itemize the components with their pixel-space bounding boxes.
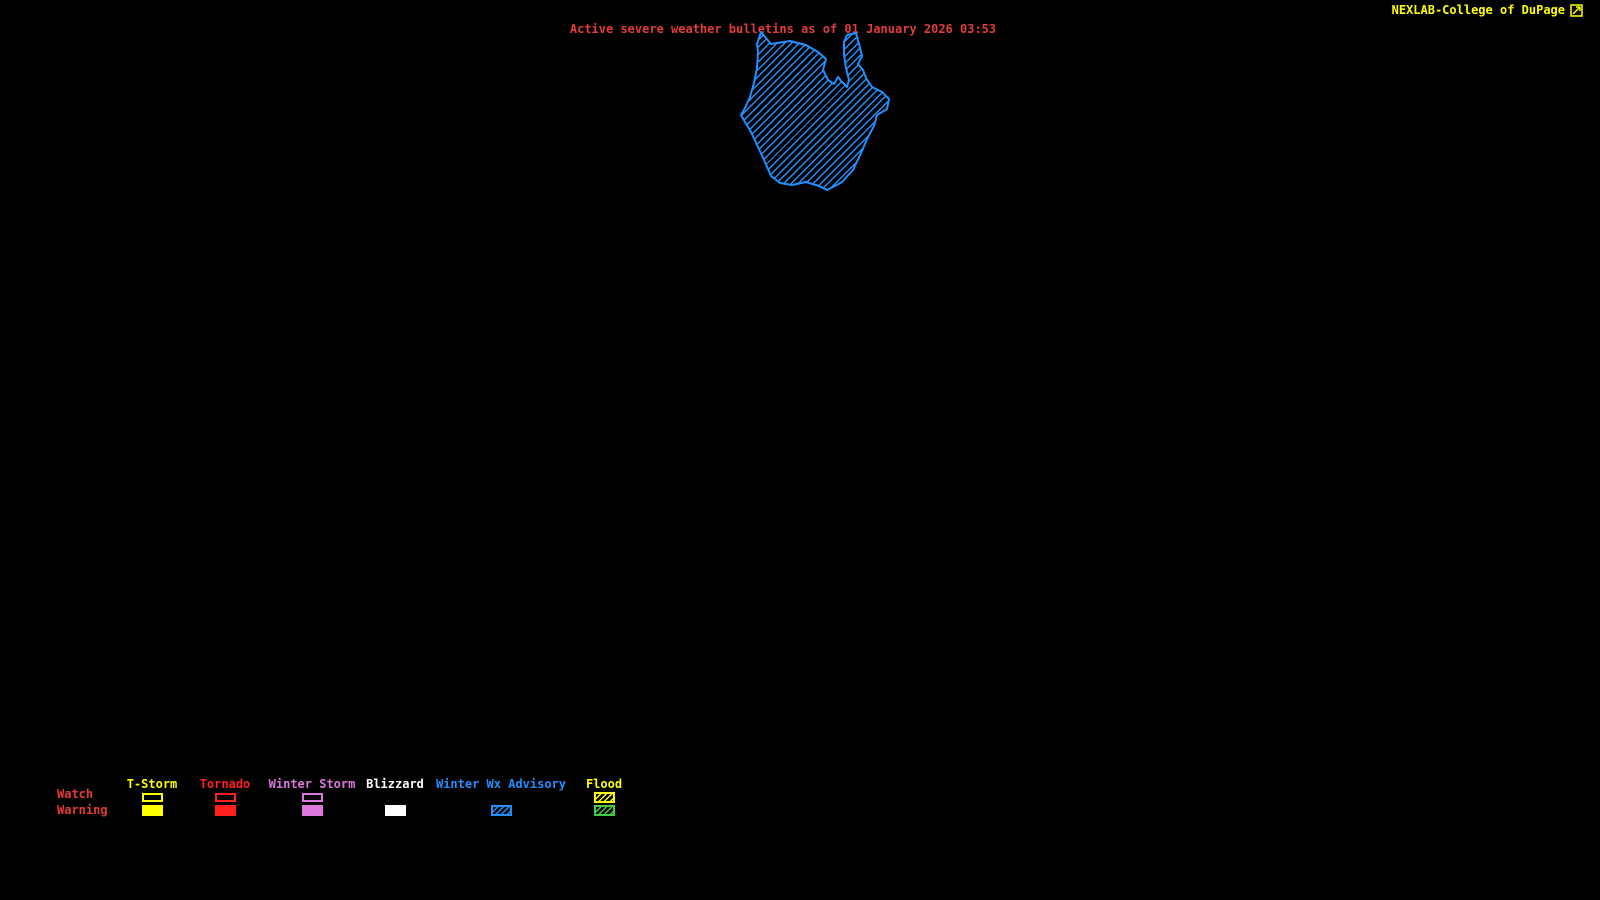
legend-column-label-blizzard: Blizzard bbox=[366, 777, 424, 791]
legend-warning-slot-winter-wx-advisory bbox=[411, 804, 591, 817]
legend-swatch-filled bbox=[141, 805, 163, 816]
legend-row-label-warning: Warning bbox=[57, 803, 108, 817]
advisory-region-outline bbox=[740, 31, 890, 191]
legend-column-t-storm: T-Storm bbox=[62, 778, 242, 817]
legend-row-label-watch: Watch bbox=[57, 787, 94, 801]
legend-swatch-hatched bbox=[593, 792, 615, 803]
legend-watch-slot-t-storm bbox=[62, 791, 242, 804]
legend-warning-slot-winter-storm bbox=[222, 804, 402, 817]
advisory-region[interactable] bbox=[730, 25, 900, 195]
legend-watch-slot-flood bbox=[514, 791, 694, 804]
legend: Watch Warning T-Storm Tornado Winter Storm… bbox=[0, 778, 700, 820]
legend-column-blizzard: Blizzard bbox=[305, 778, 485, 817]
legend-swatch-filled bbox=[214, 805, 236, 816]
legend-column-label-tornado: Tornado bbox=[199, 777, 251, 791]
page-title: Active severe weather bulletins as of 01… bbox=[569, 22, 997, 36]
brand: NEXLAB-College of DuPage bbox=[1392, 4, 1583, 17]
brand-text: NEXLAB-College of DuPage bbox=[1391, 3, 1565, 17]
legend-column-winter-wx-advisory: Winter Wx Advisory bbox=[411, 778, 591, 817]
legend-warning-slot-flood bbox=[514, 804, 694, 817]
legend-column-label-t-storm: T-Storm bbox=[126, 777, 178, 791]
legend-column-label-winter-wx-advisory: Winter Wx Advisory bbox=[435, 777, 567, 791]
legend-swatch-hatched bbox=[593, 805, 615, 816]
legend-warning-slot-blizzard bbox=[305, 804, 485, 817]
legend-watch-slot-tornado bbox=[135, 791, 315, 804]
legend-warning-slot-t-storm bbox=[62, 804, 242, 817]
legend-swatch-filled bbox=[384, 805, 406, 816]
legend-swatch-filled bbox=[301, 805, 323, 816]
legend-column-label-winter-storm: Winter Storm bbox=[268, 777, 356, 791]
legend-swatch-outline bbox=[141, 793, 163, 802]
nexlab-logo-icon bbox=[1570, 4, 1583, 17]
legend-column-winter-storm: Winter Storm bbox=[222, 778, 402, 817]
legend-watch-slot-winter-storm bbox=[222, 791, 402, 804]
legend-column-tornado: Tornado bbox=[135, 778, 315, 817]
legend-warning-slot-tornado bbox=[135, 804, 315, 817]
advisory-region-outline-svg bbox=[740, 31, 890, 191]
legend-column-label-flood: Flood bbox=[585, 777, 623, 791]
legend-column-flood: Flood bbox=[514, 778, 694, 817]
legend-swatch-outline bbox=[301, 793, 323, 802]
legend-swatch-hatched bbox=[490, 805, 512, 816]
legend-swatch-outline bbox=[214, 793, 236, 802]
